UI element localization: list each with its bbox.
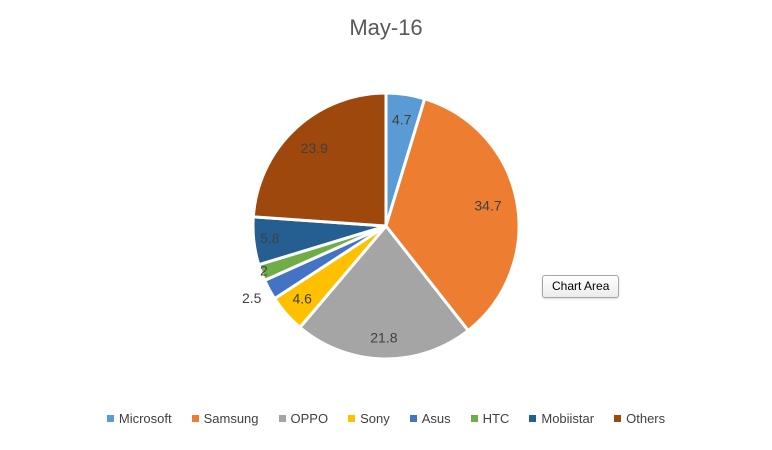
legend-label: HTC — [482, 411, 510, 426]
legend-color-swatch-icon — [278, 415, 286, 422]
legend-item-samsung[interactable]: Samsung — [191, 411, 259, 426]
legend-item-oppo[interactable]: OPPO — [278, 411, 329, 426]
legend-item-htc[interactable]: HTC — [470, 411, 510, 426]
legend-label: Samsung — [203, 411, 259, 426]
data-label-mobiistar: 5.8 — [260, 230, 280, 246]
data-label-samsung: 34.7 — [474, 198, 501, 214]
data-label-asus: 2.5 — [242, 290, 262, 306]
legend-color-swatch-icon — [191, 415, 199, 422]
legend-item-others[interactable]: Others — [614, 411, 665, 426]
legend-color-swatch-icon — [470, 415, 478, 422]
chart-area-tooltip: Chart Area — [542, 275, 620, 298]
legend-color-swatch-icon — [106, 415, 114, 422]
data-label-others: 23.9 — [301, 140, 328, 156]
pie-slice-others[interactable] — [251, 91, 388, 228]
data-label-sony: 4.6 — [292, 291, 312, 307]
legend-label: Microsoft — [118, 411, 172, 426]
pie-slice-oppo[interactable] — [298, 224, 470, 361]
legend-item-asus[interactable]: Asus — [409, 411, 451, 426]
chart-title: May-16 — [349, 15, 423, 40]
legend-item-sony[interactable]: Sony — [348, 411, 390, 426]
legend-color-swatch-icon — [348, 415, 356, 422]
legend-color-swatch-icon — [409, 415, 417, 422]
legend-color-swatch-icon — [614, 415, 622, 422]
legend-item-microsoft[interactable]: Microsoft — [106, 411, 172, 426]
data-label-microsoft: 4.7 — [392, 112, 412, 128]
legend-label: Sony — [360, 411, 390, 426]
legend-item-mobiistar[interactable]: Mobiistar — [529, 411, 594, 426]
legend-label: Others — [626, 411, 666, 426]
pie-slice-samsung[interactable] — [384, 97, 521, 333]
pie-data-labels: 4.7 34.7 21.8 4.6 2.5 2 5.8 23.9 — [242, 112, 502, 346]
legend-label: OPPO — [290, 411, 329, 426]
legend-label: Mobiistar — [541, 411, 595, 426]
legend: Microsoft Samsung OPPO Sony Asus HTC Mobiistar… — [0, 411, 772, 426]
legend-color-swatch-icon — [529, 415, 537, 422]
data-label-htc: 2 — [260, 262, 268, 278]
data-label-oppo: 21.8 — [370, 330, 397, 346]
pie-slices — [251, 91, 521, 361]
legend-label: Asus — [421, 411, 451, 426]
